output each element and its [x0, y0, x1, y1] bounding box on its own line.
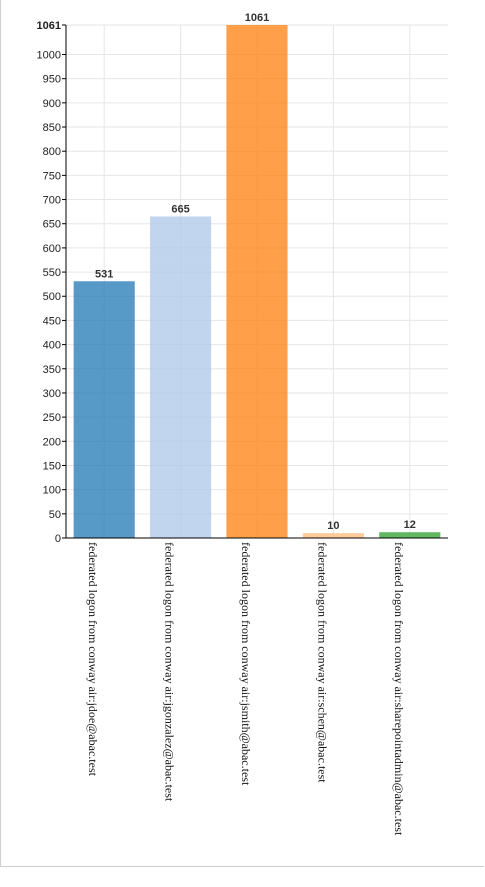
y-tick-label: 800 — [43, 146, 61, 158]
bar-value-label: 12 — [404, 519, 416, 531]
bar-value-label: 10 — [327, 520, 339, 532]
y-axis: 0 50 100 150 200 250 300 350 400 450 500 550 600 650 7… — [37, 20, 67, 545]
y-tick-label: 1000 — [37, 49, 61, 61]
y-tick-label: 300 — [43, 388, 61, 400]
bar-value-label: 531 — [95, 268, 113, 280]
y-tick-label: 550 — [43, 267, 61, 279]
category-label: federated logon from conway air:jdoe@aba… — [86, 542, 100, 777]
y-tick-label: 700 — [43, 195, 61, 207]
y-tick-label: 350 — [43, 364, 61, 376]
y-tick-label: 200 — [43, 436, 61, 448]
bar[interactable] — [150, 216, 212, 538]
bars — [73, 25, 441, 538]
category-label: federated logon from conway air:schen@ab… — [315, 542, 329, 783]
bar[interactable] — [226, 25, 288, 538]
y-tick-label: 0 — [55, 533, 61, 545]
y-tick-label: 950 — [43, 74, 61, 86]
chart-frame — [0, 0, 484, 867]
y-tick-label: 100 — [43, 485, 61, 497]
y-tick-label: 900 — [43, 98, 61, 110]
y-tick-label: 50 — [49, 509, 61, 521]
y-tick-label: 850 — [43, 122, 61, 134]
bar-value-label: 665 — [171, 203, 189, 215]
y-tick-label: 650 — [43, 219, 61, 231]
bar-value-labels: 531 665 1061 10 12 — [95, 12, 416, 532]
y-tick-label: 450 — [43, 315, 61, 327]
y-tick-label: 750 — [43, 170, 61, 182]
y-tick-label: 150 — [43, 460, 61, 472]
category-label: federated logon from conway air:jgonzale… — [163, 542, 177, 802]
category-label: federated logon from conway air:sharepoi… — [392, 542, 406, 836]
category-labels: federated logon from conway air:jdoe@aba… — [86, 542, 406, 836]
y-tick-label: 1061 — [37, 20, 61, 32]
y-tick-label: 250 — [43, 412, 61, 424]
y-tick-label: 400 — [43, 340, 61, 352]
bar[interactable] — [302, 533, 364, 538]
category-label: federated logon from conway air:jsmith@a… — [239, 542, 253, 786]
bar[interactable] — [379, 532, 441, 538]
y-tick-label: 600 — [43, 243, 61, 255]
y-tick-label: 500 — [43, 291, 61, 303]
bar[interactable] — [73, 281, 135, 538]
bar-value-label: 1061 — [245, 12, 269, 24]
